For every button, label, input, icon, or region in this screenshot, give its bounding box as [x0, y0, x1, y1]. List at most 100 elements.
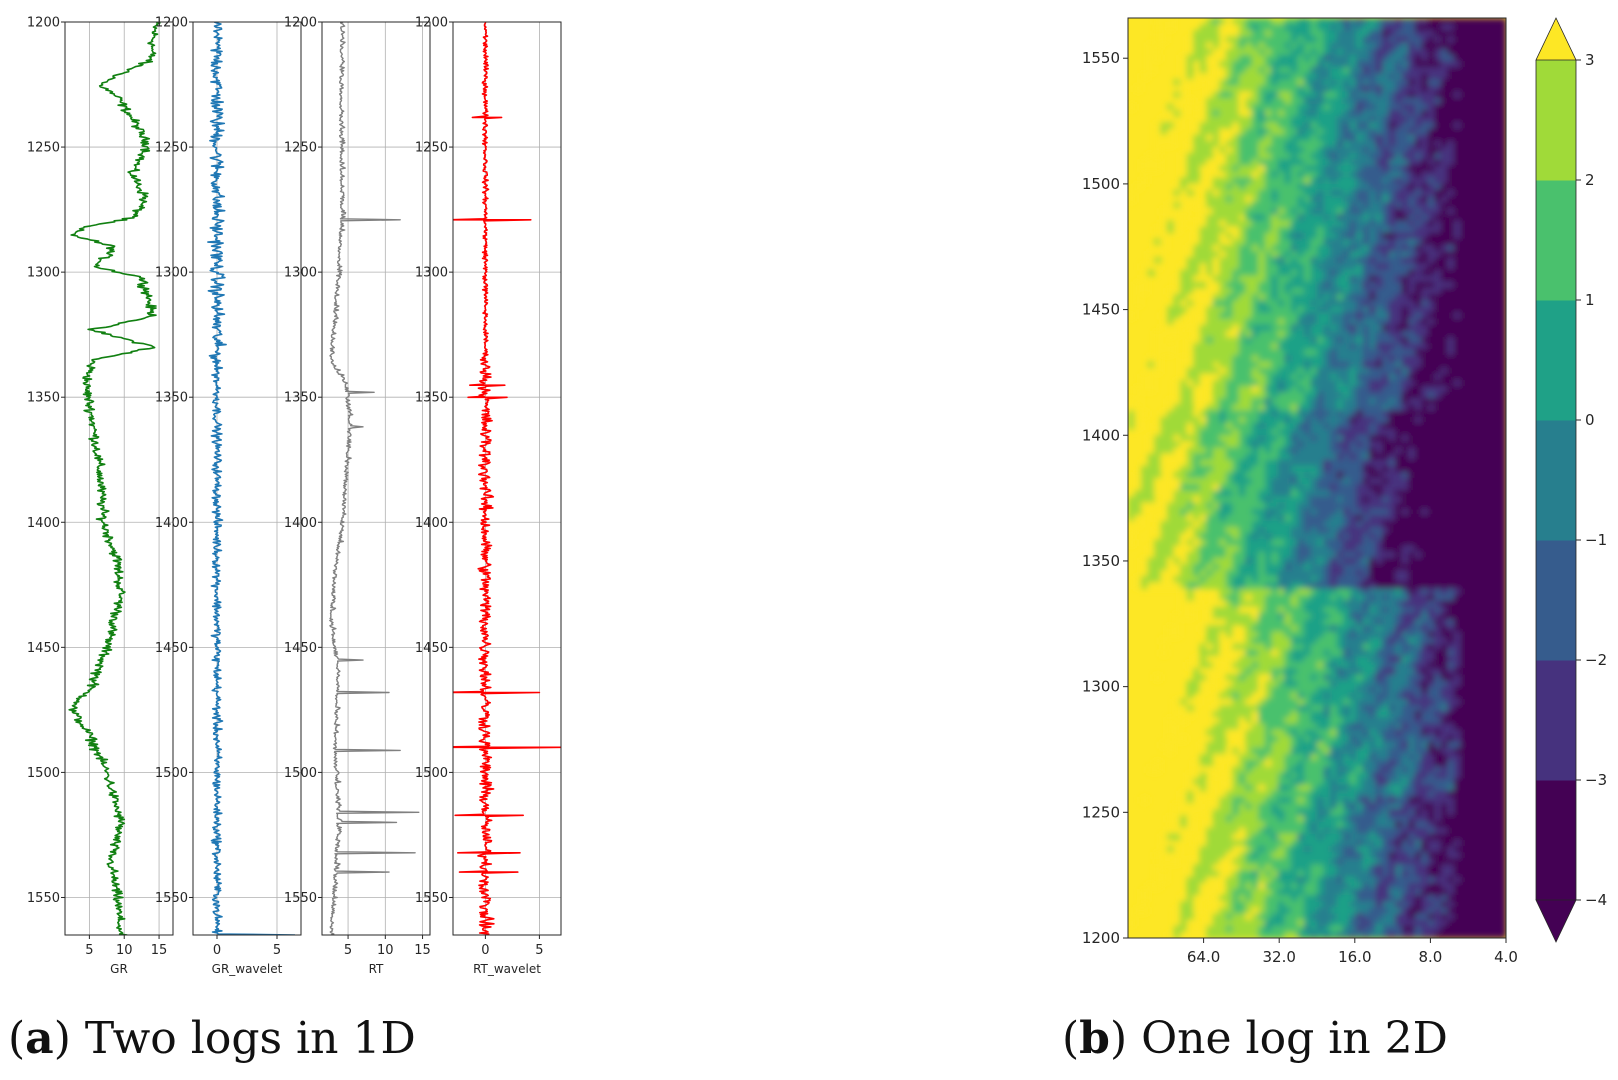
scalogram-cell: [1180, 551, 1188, 559]
scalogram-cell: [1232, 85, 1240, 93]
scalogram-cell: [1369, 490, 1377, 497]
scalogram-cell: [1212, 428, 1220, 436]
scalogram-cell: [1134, 514, 1142, 522]
scalogram-cell: [1206, 214, 1214, 221]
scalogram-cell: [1440, 459, 1448, 467]
scalogram-cell: [1186, 484, 1194, 491]
scalogram-cell: [1323, 520, 1331, 528]
scalogram-cell: [1427, 18, 1435, 25]
scalogram-cell: [1297, 183, 1305, 191]
scalogram-cell: [1343, 453, 1351, 461]
scalogram-cell: [1180, 422, 1188, 430]
scalogram-cell: [1493, 244, 1501, 252]
scalogram-cell: [1297, 134, 1305, 142]
scalogram-cell: [1440, 226, 1448, 234]
scalogram-cell: [1160, 459, 1168, 467]
scalogram-cell: [1395, 465, 1403, 473]
scalogram-cell: [1473, 202, 1481, 209]
scalogram-cell: [1199, 484, 1207, 491]
scalogram-cell: [1486, 208, 1494, 215]
scalogram-cell: [1317, 214, 1325, 221]
scalogram-cell: [1479, 146, 1487, 154]
scalogram-cell: [1277, 24, 1285, 31]
scalogram-cell: [1219, 379, 1227, 387]
scalogram-cell: [1479, 226, 1487, 234]
scalogram-cell: [1453, 171, 1461, 178]
scalogram-cell: [1440, 410, 1448, 418]
scalogram-cell: [1427, 110, 1435, 117]
scalogram-cell: [1232, 189, 1240, 197]
scalogram-cell: [1199, 60, 1207, 68]
scalogram-cell: [1460, 281, 1468, 289]
scalogram-cell: [1356, 379, 1364, 387]
scalogram-cell: [1356, 146, 1364, 154]
scalogram-cell: [1395, 502, 1403, 510]
scalogram-cell: [1251, 36, 1259, 44]
scalogram-cell: [1264, 171, 1272, 178]
scalogram-cell: [1375, 496, 1383, 504]
scalogram-cell: [1264, 48, 1272, 56]
scalogram-cell: [1369, 324, 1377, 332]
scalogram-cell: [1238, 54, 1246, 62]
scalogram-cell: [1212, 269, 1220, 277]
scalogram-cell: [1323, 355, 1331, 362]
scalogram-cell: [1219, 465, 1227, 473]
scalogram-cell: [1408, 459, 1416, 467]
scalogram-cell: [1421, 416, 1429, 424]
scalogram-cell: [1414, 312, 1422, 320]
scalogram-cell: [1297, 533, 1305, 540]
scalogram-cell: [1212, 48, 1220, 56]
scalogram-cell: [1486, 392, 1494, 399]
scalogram-cell: [1277, 570, 1285, 577]
scalogram-cell: [1258, 48, 1266, 56]
scalogram-cell: [1479, 208, 1487, 215]
scalogram-cell: [1290, 404, 1298, 412]
scalogram-cell: [1290, 557, 1298, 565]
scalogram-cell: [1264, 478, 1272, 485]
scalogram-cell: [1264, 533, 1272, 540]
scalogram-cell: [1499, 232, 1506, 240]
scalogram-cell: [1473, 484, 1481, 491]
scalogram-cell: [1453, 152, 1461, 160]
scalogram-cell: [1460, 294, 1468, 301]
scalogram-cell: [1317, 85, 1325, 93]
scalogram-cell: [1369, 73, 1377, 80]
scalogram-cell: [1356, 300, 1364, 307]
scalogram-cell: [1369, 343, 1377, 350]
scalogram-cell: [1460, 208, 1468, 215]
scalogram-cell: [1408, 306, 1416, 313]
scalogram-cell: [1486, 97, 1494, 105]
scalogram-cell: [1297, 410, 1305, 418]
scalogram-cell: [1199, 502, 1207, 510]
scalogram-cell: [1401, 324, 1409, 332]
scalogram-cell: [1277, 576, 1285, 583]
scalogram-cell: [1297, 465, 1305, 473]
scalogram-cell: [1284, 361, 1292, 369]
scalogram-cell: [1245, 514, 1253, 522]
scalogram-cell: [1297, 79, 1305, 86]
scalogram-cell: [1245, 459, 1253, 467]
scalogram-cell: [1460, 146, 1468, 154]
scalogram-cell: [1486, 238, 1494, 246]
scalogram-cell: [1473, 514, 1481, 522]
scalogram-cell: [1225, 110, 1233, 117]
scalogram-cell: [1401, 484, 1409, 491]
scalogram-cell: [1382, 208, 1390, 215]
scalogram-cell: [1219, 263, 1227, 270]
scalogram-cell: [1167, 484, 1175, 491]
scalogram-cell: [1466, 551, 1474, 559]
scalogram-cell: [1323, 54, 1331, 62]
scalogram-cell: [1251, 202, 1259, 209]
scalogram-cell: [1395, 453, 1403, 461]
scalogram-cell: [1323, 435, 1331, 442]
scalogram-cell: [1128, 514, 1136, 522]
scalogram-cell: [1362, 140, 1370, 148]
scalogram-cell: [1388, 171, 1396, 178]
scalogram-cell: [1336, 318, 1344, 326]
scalogram-cell: [1232, 263, 1240, 270]
scalogram-cell: [1460, 226, 1468, 234]
scalogram-cell: [1180, 97, 1188, 105]
scalogram-cell: [1238, 165, 1246, 172]
scalogram-cell: [1375, 251, 1383, 258]
